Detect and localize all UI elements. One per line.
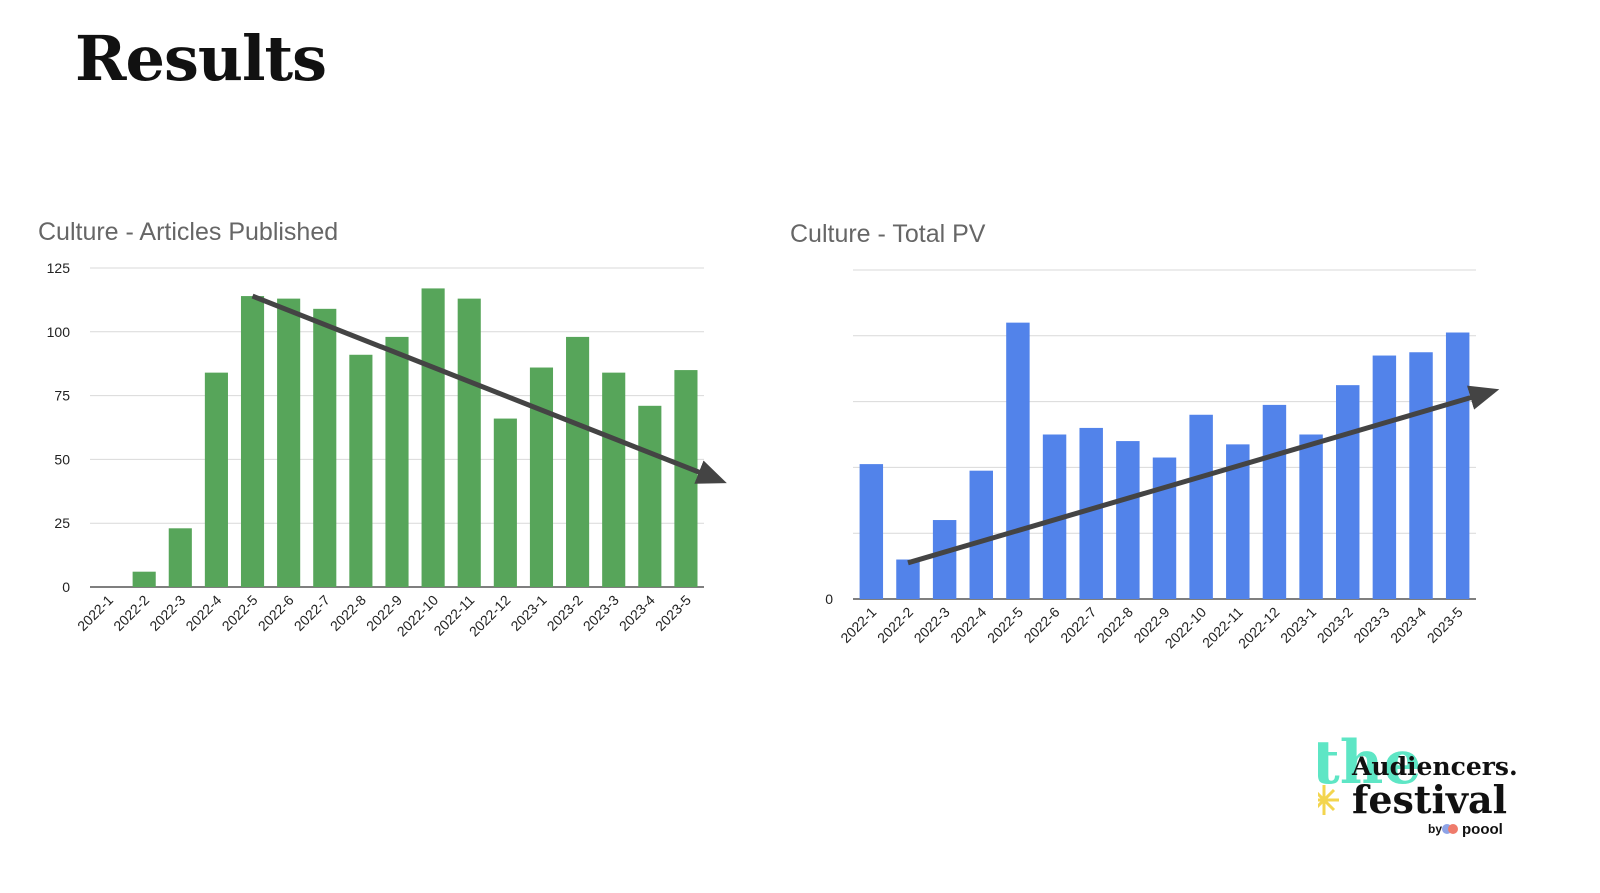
bar bbox=[896, 559, 920, 599]
x-tick-label: 2022-12 bbox=[1235, 604, 1283, 652]
y-tick-label: 0 bbox=[825, 591, 833, 607]
x-tick-label: 2022-3 bbox=[911, 604, 953, 646]
x-tick-label: 2023-4 bbox=[1387, 604, 1429, 646]
x-tick-label: 2023-3 bbox=[580, 592, 622, 634]
bar bbox=[1152, 457, 1177, 599]
bar bbox=[969, 470, 993, 599]
bar bbox=[132, 571, 156, 587]
chart-title: Culture - Total PV bbox=[790, 220, 986, 248]
x-tick-label: 2022-1 bbox=[837, 604, 879, 646]
logo-svg: the Audiencers. festival by poool bbox=[1281, 728, 1518, 838]
x-tick-label: 2023-1 bbox=[507, 592, 549, 634]
trend-arrow bbox=[251, 293, 727, 484]
bar bbox=[638, 405, 662, 587]
bar bbox=[1409, 352, 1433, 599]
y-tick-label: 0 bbox=[62, 579, 70, 595]
x-tick-label: 2022-4 bbox=[182, 592, 224, 634]
articles-published-chart: Culture - Articles Published 0 25 50 75 100 12… bbox=[30, 210, 770, 670]
bar bbox=[457, 298, 481, 587]
x-tick-label: 2022-5 bbox=[219, 592, 261, 634]
bar bbox=[1262, 404, 1287, 599]
total-pv-chart: Culture - Total PV 0 2022-1 2022-2 2022-3 202… bbox=[790, 210, 1560, 670]
bar bbox=[421, 288, 445, 587]
bar bbox=[1445, 332, 1470, 599]
bar bbox=[313, 308, 337, 587]
chart-title: Culture - Articles Published bbox=[38, 218, 338, 246]
bar bbox=[385, 336, 409, 587]
x-tick-label: 2022-8 bbox=[1094, 604, 1136, 646]
bar bbox=[529, 367, 554, 587]
x-tick-label: 2023-2 bbox=[1314, 604, 1356, 646]
logo-the: the bbox=[1318, 735, 1422, 798]
x-tick-label: 2022-5 bbox=[984, 604, 1026, 646]
x-tick-label: 2022-10 bbox=[1162, 604, 1210, 652]
x-tick-label: 2023-5 bbox=[1424, 604, 1466, 646]
y-tick-label: 125 bbox=[47, 260, 71, 276]
x-tick-label: 2023-2 bbox=[544, 592, 586, 634]
bar bbox=[859, 464, 884, 599]
x-tick-label: 2022-7 bbox=[1057, 604, 1099, 646]
bar bbox=[349, 354, 373, 587]
y-tick-label: 75 bbox=[54, 388, 70, 404]
bar bbox=[168, 528, 192, 587]
bar bbox=[1299, 434, 1323, 599]
x-tick-label: 2022-6 bbox=[255, 592, 297, 634]
x-tick-label: 2023-3 bbox=[1350, 604, 1392, 646]
bar bbox=[674, 370, 698, 587]
bar bbox=[1006, 322, 1030, 599]
slide-title: Results bbox=[75, 22, 327, 95]
bar bbox=[1226, 444, 1250, 599]
bar bbox=[602, 372, 626, 587]
articles-published-svg: Culture - Articles Published 0 25 50 75 100 12… bbox=[38, 218, 727, 639]
x-tick-label: 2022-7 bbox=[291, 592, 333, 634]
bar bbox=[932, 520, 957, 599]
logo-poool: poool bbox=[1462, 821, 1503, 838]
logo-festival: festival bbox=[1352, 777, 1507, 822]
bar bbox=[1042, 434, 1067, 599]
audiencers-festival-logo: the Audiencers. festival by poool bbox=[1281, 728, 1558, 865]
x-tick-label: 2022-3 bbox=[146, 592, 188, 634]
x-tick-label: 2022-2 bbox=[874, 604, 916, 646]
bar bbox=[493, 418, 517, 587]
x-tick-label: 2023-4 bbox=[616, 592, 658, 634]
bar bbox=[1079, 427, 1103, 599]
bar bbox=[566, 336, 590, 587]
trend-arrow bbox=[907, 385, 1500, 566]
x-tick-label: 2022-2 bbox=[110, 592, 152, 634]
x-tick-label: 2022-8 bbox=[327, 592, 369, 634]
y-tick-label: 25 bbox=[54, 515, 70, 531]
x-tick-label: 2022-6 bbox=[1021, 604, 1063, 646]
bar bbox=[1336, 385, 1360, 599]
y-tick-label: 100 bbox=[47, 324, 71, 340]
logo-audiencers: Audiencers. bbox=[1351, 752, 1518, 781]
bar bbox=[204, 372, 228, 587]
bar bbox=[1372, 355, 1397, 599]
x-tick-label: 2022-1 bbox=[74, 592, 116, 634]
bar bbox=[277, 298, 301, 587]
logo-by: by bbox=[1428, 822, 1442, 836]
bar bbox=[1189, 414, 1213, 599]
y-tick-label: 50 bbox=[54, 451, 70, 467]
bar bbox=[1116, 441, 1140, 599]
x-tick-label: 2023-5 bbox=[652, 592, 694, 634]
poool-dot-icon bbox=[1448, 824, 1458, 834]
x-tick-label: 2023-1 bbox=[1277, 604, 1319, 646]
bar bbox=[240, 296, 265, 587]
total-pv-svg: Culture - Total PV02022-12022-22022-3202… bbox=[790, 220, 1500, 652]
x-tick-label: 2022-4 bbox=[947, 604, 989, 646]
